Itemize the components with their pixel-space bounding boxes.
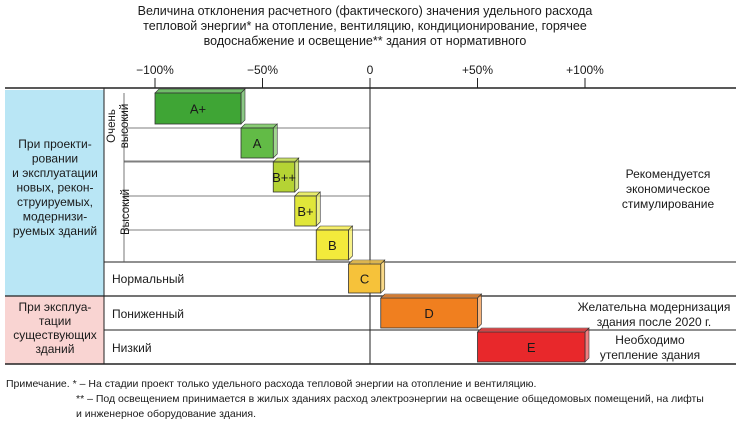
- bar-side: [272, 123, 278, 159]
- bar-label: B++: [272, 170, 296, 185]
- note-line-2: ** – Под освещением принимается в жилых …: [76, 393, 704, 405]
- bar-side: [477, 293, 482, 329]
- annotation-stimulation: стимулирование: [622, 197, 715, 211]
- group-label-new-line: модернизи-: [23, 210, 88, 224]
- energy-class-bar: [240, 127, 274, 159]
- bar-label: C: [360, 272, 369, 287]
- bar-top: [380, 293, 483, 299]
- annotation-stimulation: Рекомендуется: [626, 167, 711, 181]
- annotation-stimulation: экономическое: [626, 182, 710, 196]
- bar-label: B: [328, 238, 337, 253]
- bar-top: [315, 225, 354, 231]
- tick-label: +100%: [566, 63, 604, 77]
- energy-class-bar: [154, 92, 242, 125]
- bar-label: A+: [190, 102, 206, 117]
- energy-class-bar: [380, 297, 478, 329]
- bar-top: [240, 123, 278, 129]
- bar-side: [240, 88, 246, 125]
- level-label-very-high: Оченьвысокий: [106, 104, 131, 149]
- bar-top: [294, 191, 321, 197]
- group-label-existing-line: зданий: [36, 342, 75, 356]
- tick-label: −50%: [247, 63, 278, 77]
- energy-class-bar: [315, 229, 349, 261]
- bar-label: B+: [297, 204, 313, 219]
- group-label-new-line: При проекти-: [18, 137, 91, 151]
- note-line-3: и инженерное оборудование здания.: [76, 408, 257, 420]
- group-label-existing-line: тации: [39, 314, 71, 328]
- tick-label: −100%: [136, 63, 174, 77]
- tick-label: +50%: [462, 63, 493, 77]
- tick-label: 0: [367, 63, 374, 77]
- annotation-insulation: Необходимо: [615, 333, 685, 347]
- level-label-normal: Нормальный: [112, 272, 184, 286]
- energy-class-bar: [348, 263, 382, 294]
- group-label-existing-line: При эксплуа-: [19, 300, 92, 314]
- energy-class-bar: [294, 195, 317, 227]
- level-label-low: Низкий: [112, 341, 152, 355]
- bar-top: [154, 88, 246, 94]
- group-label-new-line: струируемых,: [17, 195, 93, 209]
- energy-class-bar: [477, 331, 586, 363]
- group-bg-new: [5, 90, 104, 296]
- bar-label: E: [527, 340, 536, 355]
- level-label-reduced: Пониженный: [112, 307, 184, 321]
- group-bg-existing: [5, 296, 104, 364]
- energy-class-bar: [272, 161, 296, 193]
- title-line: тепловой энергии* на отопление, вентиляц…: [143, 19, 587, 33]
- group-label-new-line: новых, рекон-: [17, 181, 94, 195]
- bar-label: D: [424, 306, 433, 321]
- bar-side: [380, 259, 386, 294]
- annotation-modernization: здания после 2020 г.: [597, 315, 712, 329]
- group-label-existing-line: существующих: [13, 328, 97, 342]
- bar-side: [348, 225, 353, 261]
- group-label-new-line: и эксплуатации: [12, 166, 98, 180]
- annotation-insulation: утепление здания: [600, 348, 700, 362]
- group-label-new-line: руемых зданий: [13, 224, 97, 238]
- bar-side: [315, 191, 321, 227]
- title-line: Величина отклонения расчетного (фактичес…: [137, 4, 593, 18]
- note-line-1: Примечание. * – На стадии проект только …: [6, 378, 537, 390]
- group-label-new-line: ровании: [32, 152, 78, 166]
- level-label-high: Высокий: [120, 189, 132, 235]
- bar-top: [347, 259, 386, 265]
- bar-top: [476, 327, 590, 333]
- title-line: водоснабжение и освещение** здания от но…: [203, 34, 527, 48]
- annotation-modernization: Желательна модернизация: [578, 300, 731, 314]
- chart-title: Величина отклонения расчетного (фактичес…: [130, 4, 600, 49]
- bar-top: [272, 157, 300, 163]
- bar-label: A: [253, 136, 262, 151]
- bar-side: [584, 327, 590, 363]
